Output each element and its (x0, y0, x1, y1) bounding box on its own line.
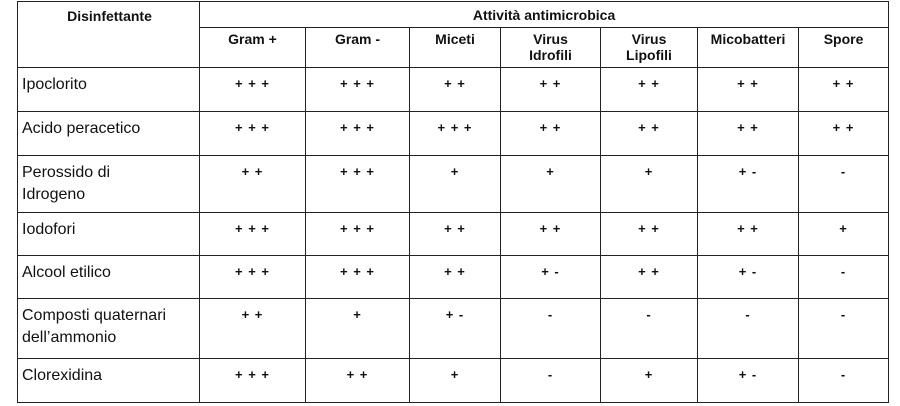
cell: + + (500, 111, 601, 156)
cell: + (600, 155, 698, 213)
cell: - (797, 358, 890, 403)
cell: + (500, 155, 601, 213)
cell: - (600, 298, 698, 359)
cell: - (797, 155, 890, 213)
cell: + - (697, 358, 799, 403)
cell: + (797, 212, 890, 256)
cell: + + (305, 358, 410, 403)
cell: + (409, 155, 501, 213)
cell: + + (199, 155, 306, 213)
cell: + + (697, 67, 799, 112)
cell: + + + (305, 255, 410, 299)
table-row: Alcool etilico + + + + + + + + + - + + + -- (17, 255, 890, 299)
column-header: Miceti (409, 27, 501, 68)
cell: + + + (199, 111, 306, 156)
cell: - (797, 298, 890, 359)
column-header: Virus Lipofili (600, 27, 698, 68)
cell: + + (600, 67, 698, 112)
cell: + + + (199, 358, 306, 403)
table-row: Perossido di Idrogeno + + + + + + + + + -- (17, 155, 890, 213)
cell: + + (797, 111, 890, 156)
cell: + (305, 298, 410, 359)
row-header: Disinfettante (17, 1, 200, 68)
group-header: Attività antimicrobica (198, 1, 890, 28)
cell: + + (500, 67, 601, 112)
cell: - (797, 255, 890, 299)
cell: + (409, 358, 501, 403)
cell: + - (409, 298, 501, 359)
table-row: Clorexidina + + + + + + - + + -- (17, 358, 890, 403)
cell: + + (409, 212, 501, 256)
cell: + + + (409, 111, 501, 156)
column-header: Gram - (305, 27, 410, 68)
cell: - (500, 298, 601, 359)
row-label: Composti quaternari dell’ammonio (17, 298, 200, 359)
row-label: Perossido di Idrogeno (17, 155, 200, 213)
cell: + + + (305, 155, 410, 213)
column-header: Spore (797, 27, 890, 68)
row-label: Iodofori (17, 212, 200, 256)
cell: + + (697, 212, 799, 256)
cell: + + (199, 298, 306, 359)
cell: + (600, 358, 698, 403)
column-header: Virus Idrofili (500, 27, 601, 68)
cell: - (500, 358, 601, 403)
disinfectant-table: Disinfettante Attività antimicrobica Gra… (17, 1, 890, 403)
row-label: Clorexidina (17, 358, 200, 403)
row-label: Acido peracetico (17, 111, 200, 156)
table-row: Acido peracetico + + + + + + + + + + + + + + +… (17, 111, 890, 156)
cell: + + (600, 212, 698, 256)
cell: + - (697, 155, 799, 213)
cell: + + (409, 67, 501, 112)
cell: + + (697, 111, 799, 156)
table-row: Ipoclorito + + + + + + + + + + + + + + + + (17, 67, 890, 112)
cell: + + (600, 111, 698, 156)
cell: + + (409, 255, 501, 299)
cell: + + + (199, 212, 306, 256)
table-row: Iodofori + + + + + + + + + + + + + + + (17, 212, 890, 256)
cell: + - (500, 255, 601, 299)
cell: + + + (305, 67, 410, 112)
cell: + - (697, 255, 799, 299)
cell: + + (600, 255, 698, 299)
cell: + + (797, 67, 890, 112)
cell: + + + (199, 67, 306, 112)
column-header: Micobatteri (697, 27, 799, 68)
cell: + + + (199, 255, 306, 299)
row-label: Alcool etilico (17, 255, 200, 299)
cell: - (697, 298, 799, 359)
cell: + + (500, 212, 601, 256)
row-label: Ipoclorito (17, 67, 200, 112)
table-row: Composti quaternari dell’ammonio + + + + --… (17, 298, 890, 359)
column-header: Gram + (199, 27, 306, 68)
cell: + + + (305, 111, 410, 156)
cell: + + + (305, 212, 410, 256)
